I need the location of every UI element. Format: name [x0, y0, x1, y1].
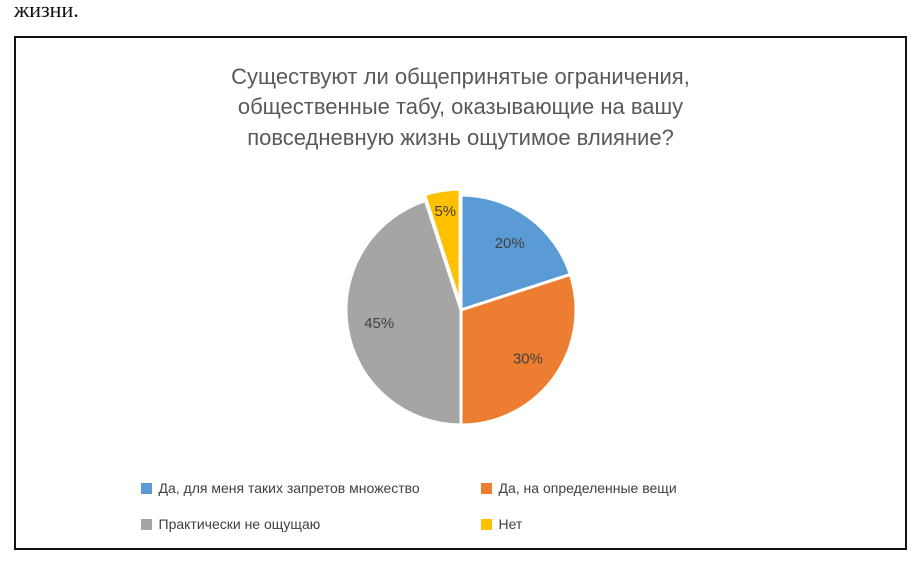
legend-item: Нет: [480, 516, 523, 532]
pie-slice: [459, 273, 577, 427]
pie-slice: [459, 193, 572, 312]
legend-label: Практически не ощущаю: [158, 516, 321, 532]
pie-data-label: 30%: [512, 351, 542, 368]
pie-chart: 20% 30% 45% 5%: [344, 187, 577, 427]
legend-label: Да, на определенные вещи: [498, 480, 677, 496]
legend-item: Да, для меня таких запретов множество: [140, 480, 420, 496]
chart-frame: Существуют ли общепринятые ограничения, …: [14, 36, 907, 550]
legend-swatch-icon: [140, 518, 152, 530]
chart-legend: Да, для меня таких запретов множество Да…: [140, 480, 781, 532]
legend-swatch-icon: [480, 482, 492, 494]
pie-data-label: 45%: [364, 315, 394, 332]
chart-title: Существуют ли общепринятые ограничения, …: [231, 64, 690, 150]
document-text-fragment: жизни.: [14, 0, 79, 22]
pie-slice: [344, 199, 462, 427]
legend-item: Да, на определенные вещи: [480, 480, 677, 496]
legend-label: Да, для меня таких запретов множество: [158, 480, 420, 496]
legend-swatch-icon: [140, 482, 152, 494]
legend-swatch-icon: [480, 518, 492, 530]
pie-data-label: 20%: [494, 235, 524, 252]
legend-item: Практически не ощущаю: [140, 516, 321, 532]
pie-slice: [422, 187, 462, 306]
pie-data-label: 5%: [434, 203, 456, 220]
legend-label: Нет: [498, 516, 523, 532]
